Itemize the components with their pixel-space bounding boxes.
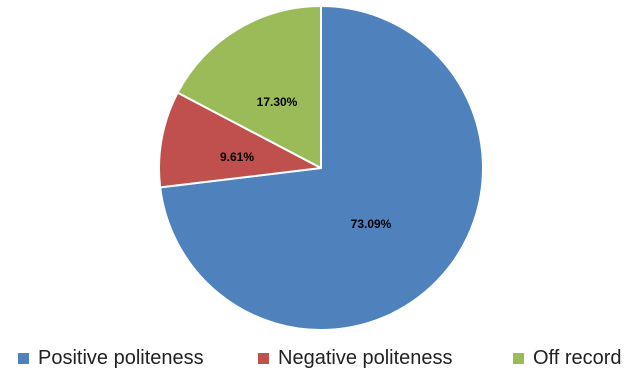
legend-label-negative-politeness: Negative politeness	[278, 347, 453, 369]
legend-item-negative-politeness: Negative politeness	[258, 347, 453, 370]
legend-label-positive-politeness: Positive politeness	[38, 347, 204, 369]
data-label-positive-politeness: 73.09%	[351, 217, 392, 231]
legend-swatch-negative-politeness	[258, 353, 269, 364]
pie-slice-off-record	[176, 5, 322, 169]
chart-legend: Positive politeness Negative politeness …	[0, 347, 642, 377]
pie-chart: 73.09% 9.61% 17.30%	[158, 5, 484, 330]
legend-swatch-off-record	[513, 353, 524, 364]
data-label-negative-politeness: 9.61%	[220, 150, 254, 164]
legend-swatch-positive-politeness	[18, 353, 29, 364]
legend-label-off-record: Off record	[533, 347, 622, 369]
legend-item-positive-politeness: Positive politeness	[18, 347, 204, 370]
pie-slice-negative-politeness	[158, 91, 322, 189]
legend-item-off-record: Off record	[513, 347, 622, 370]
data-label-off-record: 17.30%	[257, 95, 298, 109]
